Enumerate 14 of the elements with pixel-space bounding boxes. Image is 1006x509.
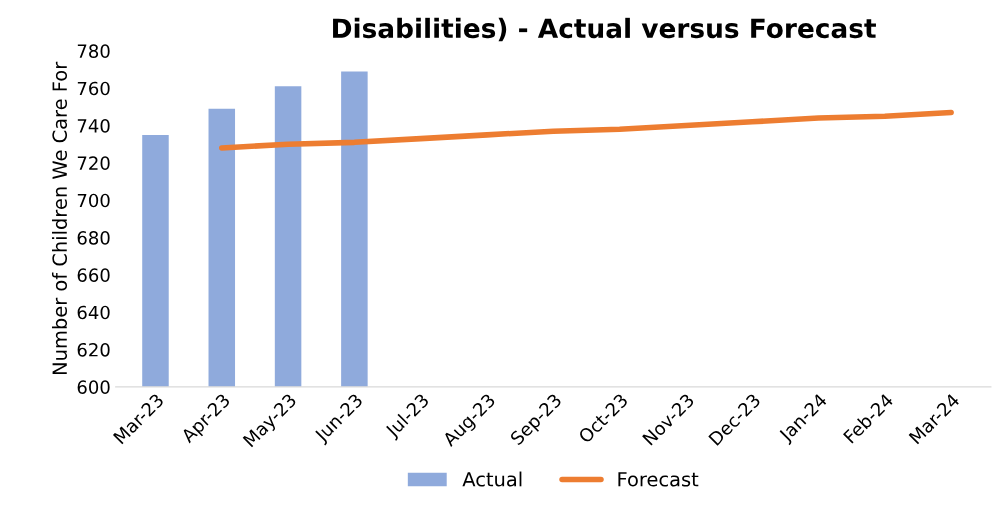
y-tick-label: 720 (77, 156, 110, 170)
legend-label: Forecast (618, 472, 699, 487)
chart-title: Disabilities) - Actual versus Forecast (333, 17, 876, 42)
y-tick-label: 760 (77, 81, 110, 96)
legend-label: Actual (462, 471, 522, 487)
y-tick-label: 740 (77, 119, 110, 133)
y-tick-label: 780 (77, 44, 110, 59)
y-tick-label: 660 (77, 268, 110, 282)
y-tick-label: 700 (77, 193, 110, 208)
y-tick-label: 640 (77, 305, 110, 320)
y-axis-title: Number of Children We Care For (51, 61, 68, 374)
y-tick-label: 600 (77, 380, 110, 394)
y-tick-label: 620 (77, 342, 110, 357)
y-tick-label: 680 (77, 230, 110, 245)
